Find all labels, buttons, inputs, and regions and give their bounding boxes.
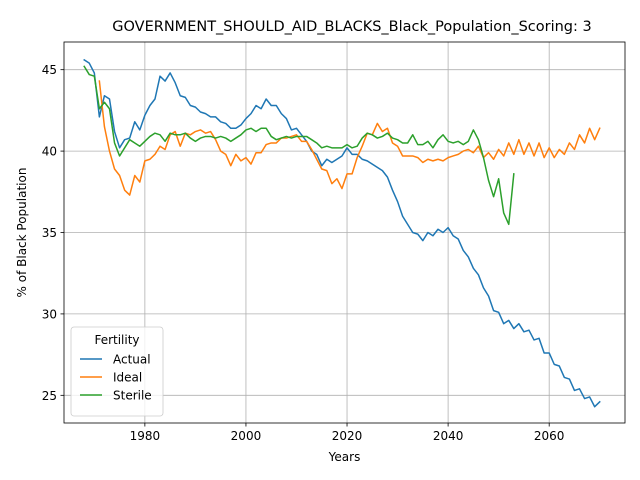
legend-label-ideal: Ideal (113, 371, 142, 385)
y-axis-label: % of Black Population (15, 168, 29, 298)
y-tick-label: 40 (42, 145, 57, 159)
y-tick-label: 35 (42, 226, 57, 240)
legend-entries: Actual Ideal Sterile (80, 353, 152, 403)
x-tick-label: 2000 (231, 429, 262, 443)
series-layer (83, 58, 601, 408)
legend-title: Fertility (94, 333, 139, 347)
series-line-actual (83, 58, 601, 408)
series-line-ideal (98, 80, 601, 196)
x-tick-label: 2060 (534, 429, 565, 443)
y-tick-label: 30 (42, 307, 57, 321)
legend-frame (70, 326, 164, 417)
series-line-sterile (83, 65, 515, 226)
x-axis-label: Years (328, 450, 361, 464)
y-tick-label: 25 (42, 389, 57, 403)
x-tick-label: 2040 (433, 429, 464, 443)
chart-title: GOVERNMENT_SHOULD_AID_BLACKS_Black_Popul… (112, 19, 591, 35)
x-tick-label: 2020 (332, 429, 363, 443)
legend-label-sterile: Sterile (113, 389, 152, 403)
y-axis: 25 30 35 40 45 (42, 63, 64, 403)
x-axis: 1980 2000 2020 2040 2060 (130, 423, 565, 443)
y-tick-label: 45 (42, 63, 57, 77)
x-tick-label: 1980 (130, 429, 161, 443)
legend-label-actual: Actual (113, 353, 151, 367)
legend: Fertility Actual Ideal Sterile (70, 326, 164, 417)
